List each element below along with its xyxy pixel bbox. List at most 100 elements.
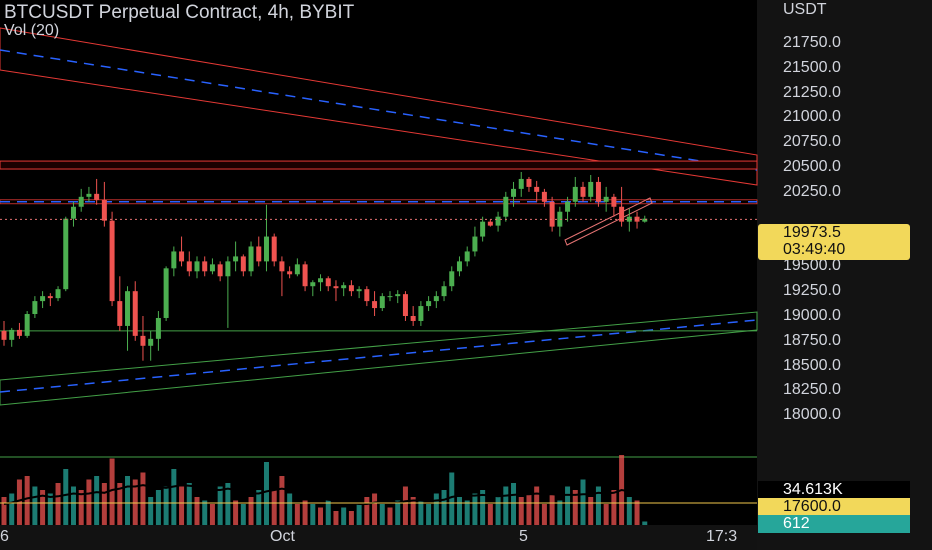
candle-body [549, 201, 555, 227]
volume-bar [94, 476, 100, 525]
volume-bar [32, 486, 38, 525]
volume-bar [248, 497, 254, 525]
candle-body [109, 220, 115, 302]
volume-bar [333, 511, 339, 525]
candle-body [217, 264, 223, 277]
candle-body [565, 201, 571, 212]
candle-body [518, 178, 524, 189]
volume-bar [287, 493, 293, 525]
volume-bar [148, 497, 154, 525]
candle-body [202, 261, 208, 272]
resistance-zone [0, 160, 758, 170]
candle-body [287, 271, 293, 275]
candle-body [611, 196, 617, 207]
volume-bar [557, 500, 563, 525]
rising-channel [0, 311, 758, 406]
candle-body [47, 296, 53, 299]
volume-bar [611, 490, 617, 525]
y-tick-label: 20250.0 [783, 182, 841, 200]
x-tick-label: Oct [270, 528, 295, 545]
chart-title: BTCUSDT Perpetual Contract, 4h, BYBIT [4, 2, 355, 23]
countdown-tag: 03:49:40 [758, 241, 910, 260]
y-tick-label: 18000.0 [783, 406, 841, 424]
volume-bar [294, 504, 300, 525]
volume-ma-tag: 34.613K [758, 481, 910, 499]
volume-bar [1, 497, 7, 525]
candle-body [410, 316, 416, 321]
volume-bar [441, 490, 447, 525]
rising-channel-midline [0, 319, 758, 393]
x-tick-label: 17:3 [706, 528, 738, 545]
candle-body [209, 264, 215, 272]
volume-bar [572, 490, 578, 525]
y-tick-label: 18750.0 [783, 331, 841, 349]
candle-body [426, 301, 432, 307]
volume-bar [456, 497, 462, 525]
volume-legend: Vol (20) [4, 22, 60, 39]
candle-body [256, 246, 262, 262]
volume-bar [472, 493, 478, 525]
candle-body [503, 196, 509, 217]
y-tick-label: 20500.0 [783, 158, 841, 176]
volume-bar [109, 458, 115, 525]
candle-body [1, 330, 7, 340]
volume-bar [642, 521, 648, 525]
volume-bar [117, 483, 123, 525]
candle-body [117, 301, 123, 326]
candle-body [263, 236, 269, 262]
volume-bar [16, 479, 22, 525]
candle-body [495, 216, 501, 226]
volume-bar [464, 500, 470, 525]
volume-bar [202, 500, 208, 525]
candle-body [472, 236, 478, 252]
volume-bar [433, 493, 439, 525]
candle-body [248, 246, 254, 272]
volume-bar [310, 504, 316, 525]
candle-body [9, 329, 15, 340]
volume-bar [271, 490, 277, 525]
candle-body [63, 218, 69, 290]
candle-body [125, 291, 131, 326]
volume-bar [279, 476, 285, 525]
candle-body [395, 294, 401, 297]
y-tick-label: 19000.0 [783, 307, 841, 324]
candle-body [626, 216, 632, 222]
y-tick-label: 19250.0 [783, 282, 841, 300]
volume-bar [186, 483, 192, 525]
volume-bar [549, 493, 555, 525]
volume-bar [541, 504, 547, 525]
volume-bar [379, 504, 385, 525]
volume-bar [86, 479, 92, 525]
candle-body [32, 301, 38, 315]
volume-bar [318, 507, 324, 525]
volume-bar [595, 486, 601, 525]
candle-body [372, 301, 378, 309]
volume-bar [480, 490, 486, 525]
volume-bar [426, 504, 432, 525]
volume-bar [387, 507, 393, 525]
volume-bar [588, 497, 594, 525]
volume-bar [626, 497, 632, 525]
candle-body [78, 196, 84, 207]
candle-body [511, 188, 517, 197]
y-tick-label: 21000.0 [783, 108, 841, 126]
volume-bar [356, 504, 362, 525]
candle-body [619, 206, 625, 222]
candle-body [595, 181, 601, 202]
y-tick-label: 21250.0 [783, 83, 841, 101]
volume-bar [487, 504, 493, 525]
volume-bar [526, 493, 532, 525]
volume-bar [194, 497, 200, 525]
candle-body [132, 291, 138, 336]
volume-bar [534, 486, 540, 525]
y-tick-label: 21750.0 [783, 33, 841, 51]
candle-body [634, 216, 640, 222]
candle-body [580, 186, 586, 197]
axis-unit-label[interactable]: USDT [783, 1, 827, 18]
volume-bar [511, 483, 517, 525]
candle-body [148, 338, 154, 346]
volume-bar [495, 497, 501, 525]
volume-bar [163, 486, 169, 525]
candle-body [240, 256, 246, 272]
